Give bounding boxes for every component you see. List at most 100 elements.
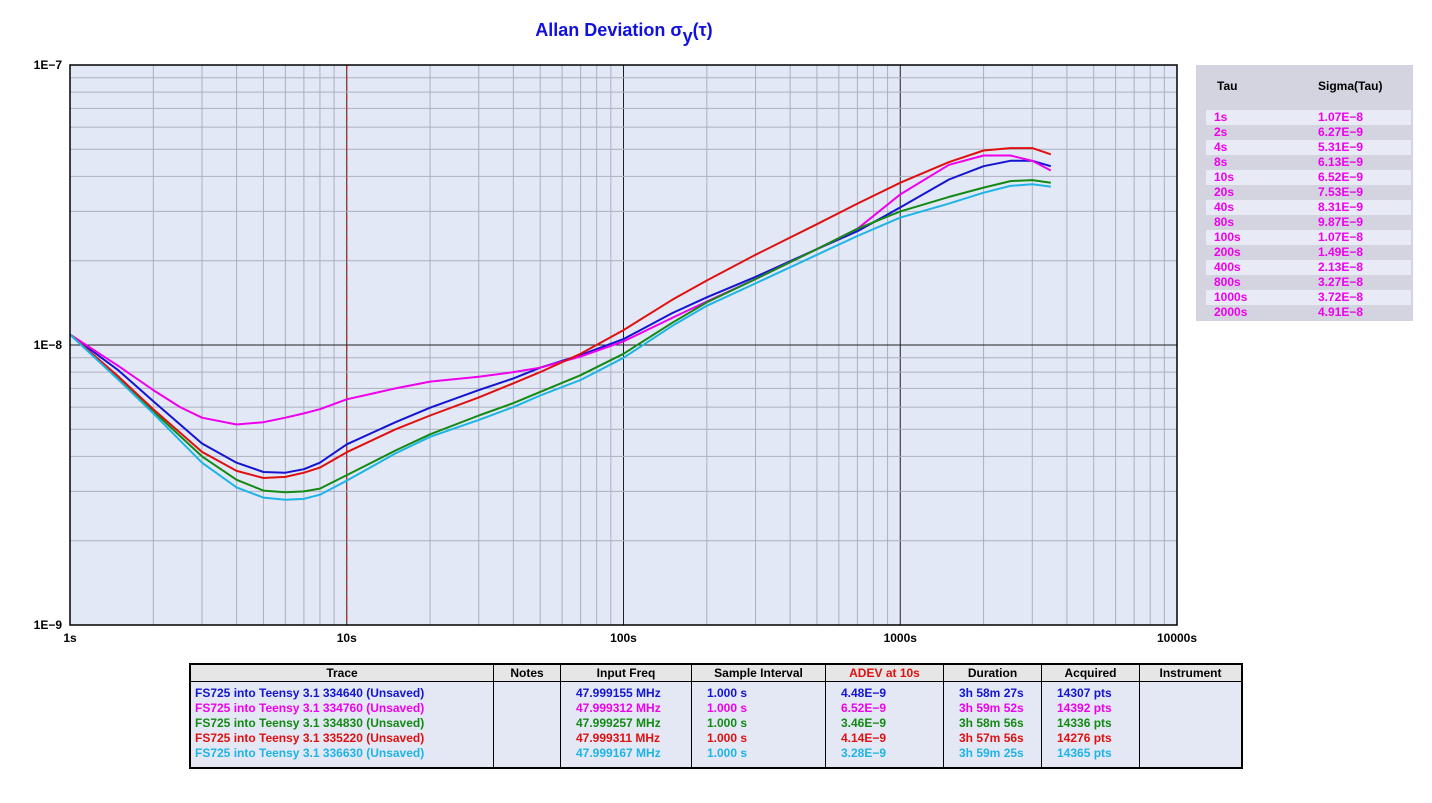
trace-freq: 47.999257 MHz	[560, 716, 692, 731]
tau-value: 10s	[1214, 170, 1235, 184]
trace-notes	[493, 731, 561, 746]
trace-name: FS725 into Teensy 3.1 334760 (Unsaved)	[190, 701, 494, 716]
trace-duration: 3h 58m 27s	[943, 681, 1042, 701]
adev-chart: Allan Deviation σy(τ) 1s 10s 100s 1000s 1000…	[34, 20, 1198, 645]
tau-value: 20s	[1214, 185, 1235, 199]
x-tick-label: 100s	[610, 631, 637, 645]
tau-row: 80s 9.87E−9	[1206, 215, 1411, 230]
trace-interval: 1.000 s	[691, 746, 826, 761]
trace-instrument	[1139, 681, 1242, 701]
sigma-value: 5.31E−9	[1318, 140, 1364, 154]
tick-labels: 1s 10s 100s 1000s 10000s 1E−9 1E−8 1E−7	[34, 58, 1198, 645]
trace-duration: 3h 59m 52s	[943, 701, 1042, 716]
tau-value: 800s	[1214, 275, 1241, 289]
tau-row: 100s 1.07E−8	[1206, 230, 1411, 245]
trace-adev: 4.14E−9	[825, 731, 944, 746]
trace-acquired: 14336 pts	[1041, 716, 1140, 731]
trace-acquired: 14307 pts	[1041, 681, 1140, 701]
trace-interval: 1.000 s	[691, 701, 826, 716]
trace-name: FS725 into Teensy 3.1 334640 (Unsaved)	[190, 681, 494, 701]
col-input-freq[interactable]: Input Freq	[560, 664, 692, 682]
x-tick-label: 1s	[63, 631, 77, 645]
trace-duration: 3h 57m 56s	[943, 731, 1042, 746]
tau-row: 2000s 4.91E−8	[1206, 305, 1411, 320]
grid	[69, 65, 1177, 626]
tau-value: 4s	[1214, 140, 1228, 154]
trace-interval: 1.000 s	[691, 681, 826, 701]
tau-row: 4s 5.31E−9	[1206, 140, 1411, 155]
tau-row: 1000s 3.72E−8	[1206, 290, 1411, 305]
series-line-2	[69, 154, 1052, 426]
col-duration[interactable]: Duration	[943, 664, 1042, 682]
tau-value: 400s	[1214, 260, 1241, 274]
trace-adev: 4.48E−9	[825, 681, 944, 701]
sigma-value: 1.49E−8	[1318, 245, 1364, 259]
filler-cell	[825, 761, 944, 768]
trace-notes	[493, 716, 561, 731]
trace-instrument	[1139, 701, 1242, 716]
trace-instrument	[1139, 746, 1242, 761]
trace-row[interactable]: FS725 into Teensy 3.1 334640 (Unsaved) 47…	[190, 681, 1242, 701]
series-line-1	[69, 159, 1052, 474]
trace-name: FS725 into Teensy 3.1 336630 (Unsaved)	[190, 746, 494, 761]
trace-adev: 3.28E−9	[825, 746, 944, 761]
col-sample-interval[interactable]: Sample Interval	[691, 664, 826, 682]
tau-value: 200s	[1214, 245, 1241, 259]
trace-row[interactable]: FS725 into Teensy 3.1 334760 (Unsaved) 47…	[190, 701, 1242, 716]
tau-value: 2s	[1214, 125, 1228, 139]
sigma-value: 4.91E−8	[1318, 305, 1364, 319]
chart-title: Allan Deviation σy(τ)	[535, 20, 712, 46]
trace-table: Trace Notes Input Freq Sample Interval A…	[189, 663, 1243, 769]
col-notes[interactable]: Notes	[493, 664, 561, 682]
filler-cell	[1041, 761, 1140, 768]
trace-acquired: 14392 pts	[1041, 701, 1140, 716]
tau-sigma-panel: Tau Sigma(Tau) 1s 1.07E−8 2s 6.27E−9 4s 5.31E…	[1196, 65, 1413, 321]
trace-adev: 6.52E−9	[825, 701, 944, 716]
filler-cell	[190, 761, 494, 768]
trace-row[interactable]: FS725 into Teensy 3.1 334830 (Unsaved) 47…	[190, 716, 1242, 731]
y-tick-label: 1E−9	[34, 618, 63, 632]
col-trace[interactable]: Trace	[190, 664, 494, 682]
chart-title-tail: (τ)	[693, 20, 713, 40]
trace-notes	[493, 746, 561, 761]
series-line-4	[69, 147, 1052, 479]
trace-acquired: 14365 pts	[1041, 746, 1140, 761]
tau-rows: 1s 1.07E−8 2s 6.27E−9 4s 5.31E−9 8s 6.13E−9 10s 6…	[1206, 110, 1411, 320]
tau-value: 1000s	[1214, 290, 1248, 304]
x-tick-label: 10s	[337, 631, 357, 645]
tau-value: 2000s	[1214, 305, 1248, 319]
series-group	[69, 147, 1052, 501]
col-acquired[interactable]: Acquired	[1041, 664, 1140, 682]
chart-title-subscript: y	[683, 26, 693, 46]
tau-row: 40s 8.31E−9	[1206, 200, 1411, 215]
sigma-value: 1.07E−8	[1318, 230, 1364, 244]
sigma-value: 3.27E−8	[1318, 275, 1364, 289]
col-adev[interactable]: ADEV at 10s	[825, 664, 944, 682]
filler-cell	[943, 761, 1042, 768]
sigma-value: 7.53E−9	[1318, 185, 1364, 199]
trace-acquired: 14276 pts	[1041, 731, 1140, 746]
sigma-value: 9.87E−9	[1318, 215, 1364, 229]
trace-interval: 1.000 s	[691, 731, 826, 746]
filler-cell	[493, 761, 561, 768]
trace-freq: 47.999155 MHz	[560, 681, 692, 701]
x-tick-label: 10000s	[1157, 631, 1197, 645]
sigma-value: 1.07E−8	[1318, 110, 1364, 124]
trace-row[interactable]: FS725 into Teensy 3.1 336630 (Unsaved) 47…	[190, 746, 1242, 761]
trace-freq: 47.999167 MHz	[560, 746, 692, 761]
sigma-value: 8.31E−9	[1318, 200, 1364, 214]
trace-interval: 1.000 s	[691, 716, 826, 731]
trace-freq: 47.999311 MHz	[560, 731, 692, 746]
filler-cell	[1139, 761, 1242, 768]
tau-value: 80s	[1214, 215, 1235, 229]
tau-row: 20s 7.53E−9	[1206, 185, 1411, 200]
trace-name: FS725 into Teensy 3.1 334830 (Unsaved)	[190, 716, 494, 731]
tau-row: 200s 1.49E−8	[1206, 245, 1411, 260]
trace-notes	[493, 701, 561, 716]
trace-row[interactable]: FS725 into Teensy 3.1 335220 (Unsaved) 47…	[190, 731, 1242, 746]
col-instrument[interactable]: Instrument	[1139, 664, 1242, 682]
tau-header: Tau	[1217, 79, 1238, 93]
tau-row: 1s 1.07E−8	[1206, 110, 1411, 125]
trace-instrument	[1139, 716, 1242, 731]
filler-cell	[691, 761, 826, 768]
